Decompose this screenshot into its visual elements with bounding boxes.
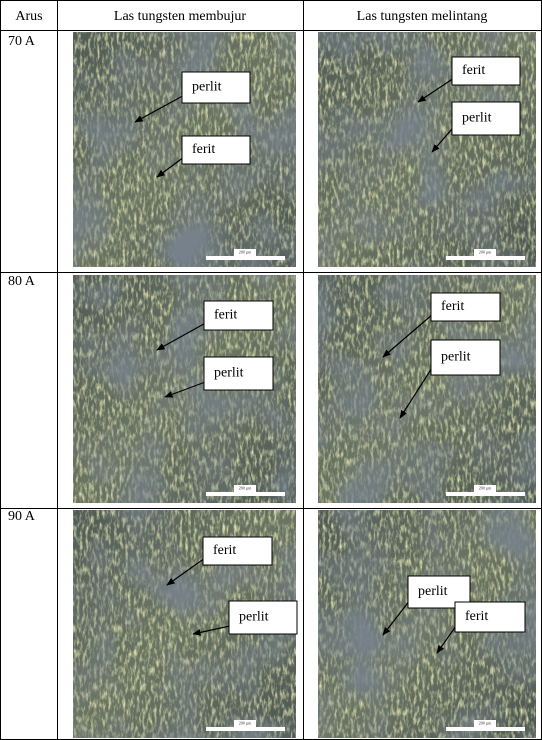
label-text: perlit (441, 350, 471, 365)
label-text: ferit (462, 63, 485, 78)
scale-label: 200 µm (239, 485, 252, 490)
label-text: ferit (465, 609, 488, 624)
current-label: 90 A (8, 509, 36, 524)
label-text: perlit (192, 80, 222, 95)
scale-bar (446, 256, 525, 260)
table-page: Arus Las tungsten membujur Las tungsten … (0, 0, 542, 740)
label-text: perlit (418, 584, 448, 599)
label-text: perlit (462, 111, 492, 126)
scale-bar (446, 727, 525, 731)
label-text: perlit (214, 366, 244, 381)
label-text: ferit (441, 299, 464, 314)
label-text: ferit (214, 308, 237, 323)
scale-bar (206, 256, 285, 260)
micrograph: 200 µm (318, 275, 536, 503)
current-label: 70 A (8, 34, 36, 49)
current-label: 80 A (8, 274, 36, 289)
label-text: ferit (192, 142, 215, 157)
header-cell: Las tungsten membujur (114, 9, 247, 24)
header-cell: Las tungsten melintang (357, 9, 488, 24)
scale-bar (206, 492, 285, 496)
scale-label: 200 µm (479, 720, 492, 725)
scale-bar (206, 727, 285, 731)
label-text: ferit (213, 543, 236, 558)
scale-label: 200 µm (239, 720, 252, 725)
scale-label: 200 µm (239, 249, 252, 254)
scale-label: 200 µm (479, 249, 492, 254)
label-text: perlit (239, 610, 269, 625)
micrograph-shadow (318, 275, 536, 503)
scale-label: 200 µm (479, 485, 492, 490)
header-cell: Arus (15, 9, 42, 24)
scale-bar (446, 492, 525, 496)
